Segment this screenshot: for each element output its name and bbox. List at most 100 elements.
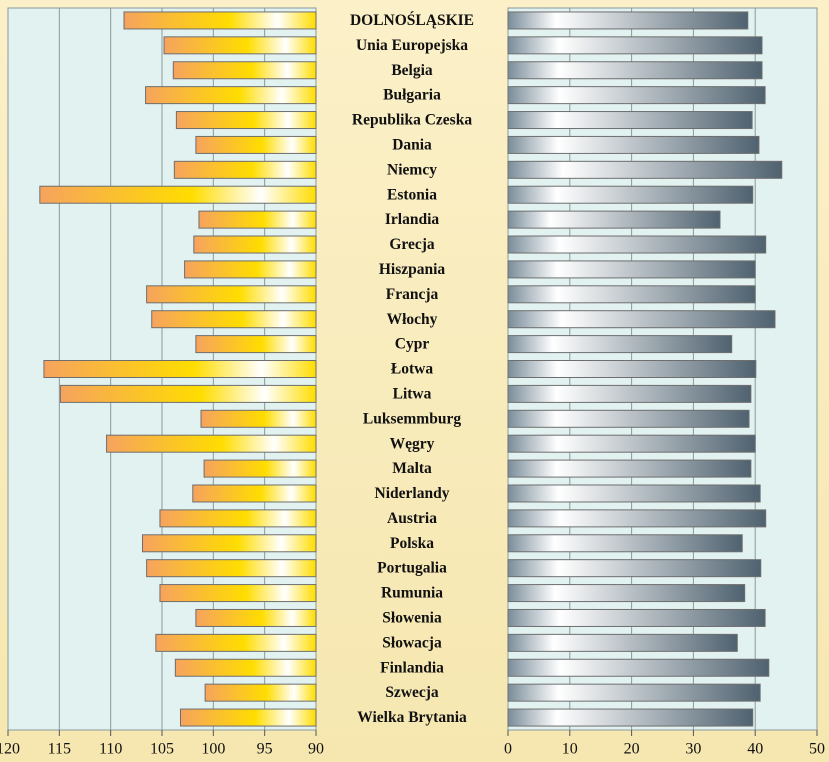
bar — [203, 459, 317, 478]
category-label: Cypr — [395, 336, 430, 353]
bar — [146, 285, 317, 304]
bar — [507, 608, 766, 627]
category-label: Łotwa — [391, 361, 433, 378]
bar — [141, 534, 317, 553]
bar — [200, 409, 317, 428]
bar — [159, 509, 317, 528]
x-tick-label: 95 — [257, 741, 273, 758]
category-label: Belgia — [391, 62, 433, 79]
bar — [507, 584, 746, 603]
x-tick-label: 115 — [48, 741, 71, 758]
bar — [507, 360, 757, 378]
bar — [155, 633, 317, 652]
category-label: Włochy — [387, 311, 438, 328]
bar — [192, 484, 317, 503]
category-label: Niemcy — [387, 161, 437, 178]
x-tick-label: 110 — [99, 741, 122, 758]
bar — [151, 310, 317, 329]
category-label: Malta — [392, 460, 432, 477]
bar — [507, 384, 752, 403]
bar — [507, 658, 770, 677]
bar — [507, 235, 767, 254]
x-tick-label: 20 — [624, 741, 640, 758]
bar — [507, 11, 749, 30]
bar — [507, 160, 783, 179]
x-tick-label: 105 — [150, 741, 174, 758]
bar — [174, 658, 317, 677]
bar — [507, 210, 721, 229]
x-tick-label: 50 — [809, 741, 825, 758]
bar — [163, 36, 317, 55]
x-tick-label: 30 — [685, 741, 701, 758]
bar — [195, 135, 317, 154]
category-label: Rumunia — [381, 585, 443, 602]
category-label: Francja — [386, 286, 439, 303]
category-label: Irlandia — [385, 211, 440, 228]
bar — [507, 534, 743, 553]
x-tick-label: 10 — [562, 741, 578, 758]
bar — [507, 708, 754, 727]
bar — [507, 260, 756, 279]
category-label: Dania — [392, 136, 432, 153]
bar — [507, 135, 760, 154]
bar — [507, 434, 756, 453]
bar — [507, 111, 753, 130]
x-tick-label: 90 — [308, 741, 324, 758]
bar — [184, 260, 317, 279]
bar — [172, 61, 317, 80]
category-label: Portugalia — [377, 560, 447, 577]
bar — [507, 86, 766, 105]
bar — [507, 559, 762, 578]
category-label: Polska — [390, 535, 434, 552]
bar — [146, 559, 317, 578]
category-label: Słowenia — [382, 610, 442, 627]
bar — [507, 459, 752, 478]
bar — [198, 210, 317, 229]
category-label: Finlandia — [380, 659, 444, 676]
bar — [195, 608, 317, 627]
bar — [507, 509, 767, 528]
category-label: DOLNOŚLĄSKIE — [350, 12, 474, 29]
bar — [507, 335, 733, 354]
category-label: Republika Czeska — [352, 112, 472, 129]
category-label: Niderlandy — [375, 485, 450, 502]
bar — [507, 36, 763, 55]
bar — [59, 384, 317, 403]
bar — [507, 633, 738, 652]
bar — [175, 111, 317, 130]
bar — [123, 11, 317, 30]
bar — [507, 409, 750, 428]
bar — [507, 185, 754, 204]
bar — [193, 235, 317, 254]
bar — [507, 285, 756, 304]
bar — [507, 683, 761, 702]
bar — [159, 584, 317, 603]
category-label: Wielka Brytania — [357, 709, 467, 726]
category-label: Estonia — [387, 186, 437, 203]
category-label: Austria — [387, 510, 437, 527]
category-label: Grecja — [389, 236, 435, 253]
category-label: Unia Europejska — [356, 37, 468, 54]
bar — [43, 360, 317, 378]
bar — [145, 86, 317, 105]
bar — [106, 434, 317, 453]
category-label: Bułgaria — [383, 87, 441, 104]
bar — [173, 160, 317, 179]
bar — [507, 484, 761, 503]
x-tick-label: 100 — [201, 741, 225, 758]
bar — [39, 185, 317, 204]
bar — [507, 61, 763, 80]
category-label: Litwa — [393, 385, 432, 402]
bar — [507, 310, 776, 329]
bar — [179, 708, 317, 727]
category-label: Luksemmburg — [363, 410, 461, 427]
category-label: Węgry — [390, 435, 435, 452]
category-label: Hiszpania — [379, 261, 446, 278]
category-label: Słowacja — [382, 634, 442, 651]
x-tick-label: 120 — [0, 741, 20, 758]
category-label: Szwecja — [385, 684, 439, 701]
bar — [195, 335, 317, 354]
bar — [204, 683, 317, 702]
x-tick-label: 40 — [747, 741, 763, 758]
